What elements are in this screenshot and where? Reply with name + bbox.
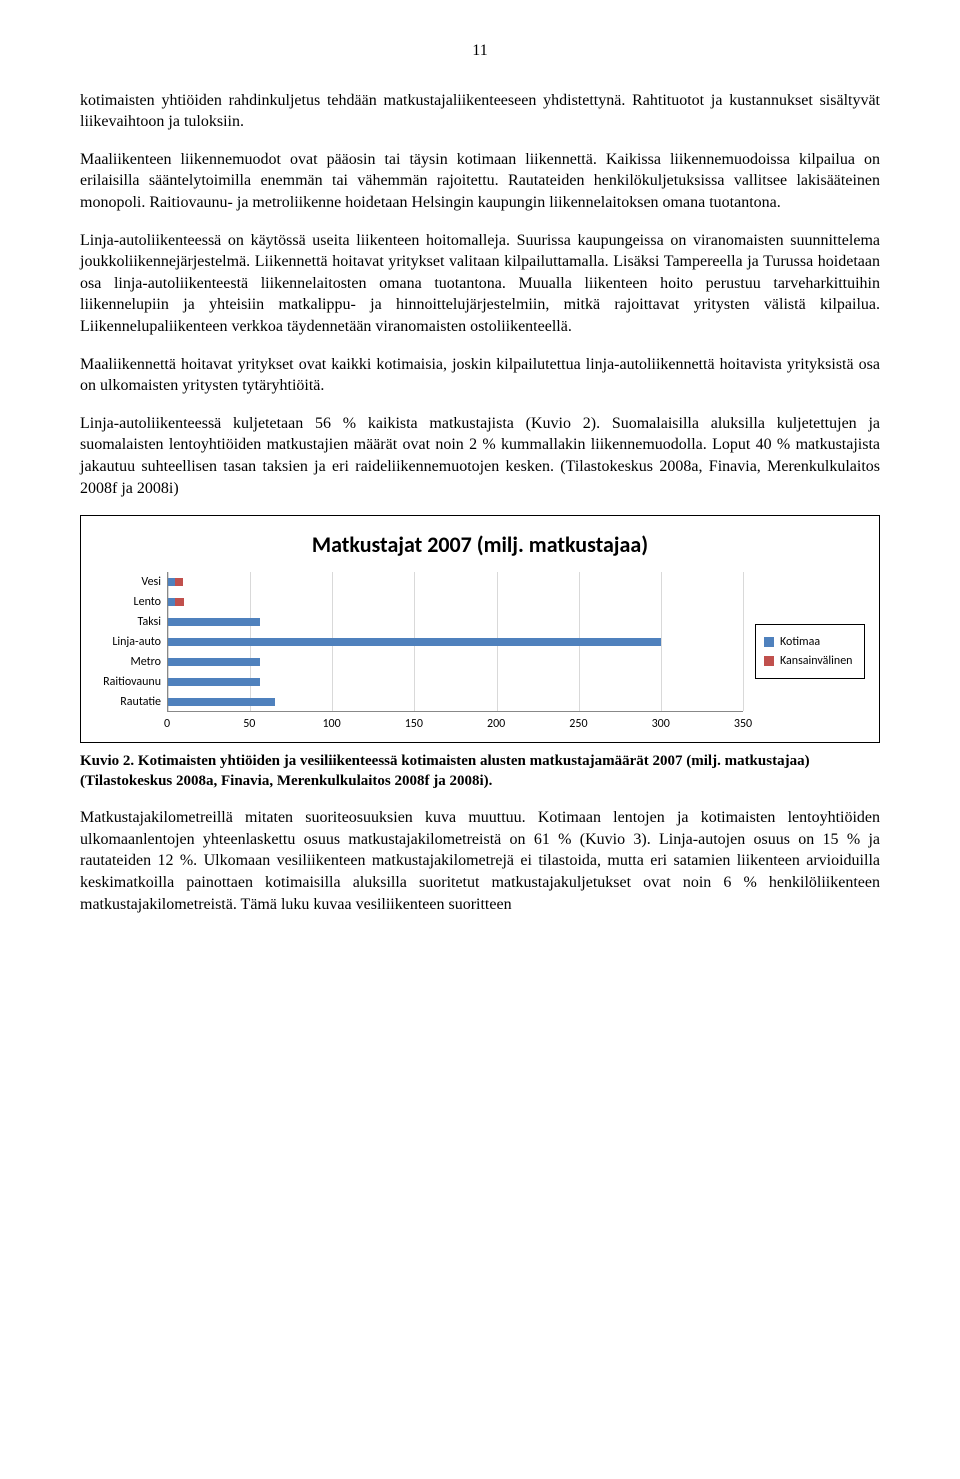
chart-x-axis: 050100150200250300350 — [167, 716, 743, 732]
chart-legend-swatch — [764, 637, 774, 647]
chart-bar — [168, 638, 661, 646]
chart-container: Matkustajat 2007 (milj. matkustajaa) Ves… — [80, 515, 880, 743]
chart-legend-item: Kansainvälinen — [764, 653, 856, 669]
chart-plot-wrap: 050100150200250300350 — [167, 572, 743, 732]
chart-y-label: Metro — [95, 652, 161, 672]
chart-x-tick: 200 — [487, 716, 505, 732]
chart-bar-row — [168, 572, 743, 592]
chart-x-tick: 300 — [652, 716, 670, 732]
chart-caption-text: Kuvio 2. Kotimaisten yhtiöiden ja vesili… — [80, 753, 810, 789]
page-number: 11 — [80, 40, 880, 62]
chart-x-tick: 0 — [164, 716, 170, 732]
chart-y-label: Linja-auto — [95, 632, 161, 652]
chart-y-label: Raitiovaunu — [95, 672, 161, 692]
chart-gridline — [743, 572, 744, 711]
chart-legend-label: Kansainvälinen — [780, 653, 852, 669]
paragraph-4: Maaliikennettä hoitavat yritykset ovat k… — [80, 354, 880, 397]
chart-bar-row — [168, 612, 743, 632]
chart-bar — [175, 578, 183, 586]
chart-bar — [168, 618, 260, 626]
paragraph-6: Matkustajakilometreillä mitaten suoriteo… — [80, 807, 880, 915]
chart-y-label: Lento — [95, 592, 161, 612]
chart-y-labels: VesiLentoTaksiLinja-autoMetroRaitiovaunu… — [95, 572, 167, 712]
chart-bar-row — [168, 672, 743, 692]
chart-title: Matkustajat 2007 (milj. matkustajaa) — [95, 530, 865, 560]
paragraph-2: Maaliikenteen liikennemuodot ovat pääosi… — [80, 149, 880, 214]
chart-y-label: Vesi — [95, 572, 161, 592]
chart-bar-row — [168, 632, 743, 652]
chart-bar — [168, 678, 260, 686]
chart-plot — [167, 572, 743, 712]
paragraph-3: Linja-autoliikenteessä on käytössä useit… — [80, 230, 880, 338]
chart-bar — [168, 698, 275, 706]
paragraph-1: kotimaisten yhtiöiden rahdinkuljetus teh… — [80, 90, 880, 133]
chart-body: VesiLentoTaksiLinja-autoMetroRaitiovaunu… — [95, 572, 865, 732]
chart-y-label: Taksi — [95, 612, 161, 632]
chart-x-tick: 250 — [569, 716, 587, 732]
chart-x-tick: 350 — [734, 716, 752, 732]
chart-x-tick: 150 — [405, 716, 423, 732]
chart-caption: Kuvio 2. Kotimaisten yhtiöiden ja vesili… — [80, 751, 880, 792]
chart-legend: Kotimaa Kansainvälinen — [755, 624, 865, 679]
chart-legend-label: Kotimaa — [780, 634, 820, 650]
chart-bar-row — [168, 592, 743, 612]
chart-bar — [175, 598, 185, 606]
chart-y-label: Rautatie — [95, 692, 161, 712]
chart-bar-row — [168, 652, 743, 672]
chart-bar-row — [168, 692, 743, 712]
chart-x-tick: 100 — [322, 716, 340, 732]
paragraph-5: Linja-autoliikenteessä kuljetetaan 56 % … — [80, 413, 880, 499]
chart-legend-item: Kotimaa — [764, 634, 856, 650]
chart-bar — [168, 658, 260, 666]
chart-legend-swatch — [764, 656, 774, 666]
chart-x-tick: 50 — [243, 716, 255, 732]
